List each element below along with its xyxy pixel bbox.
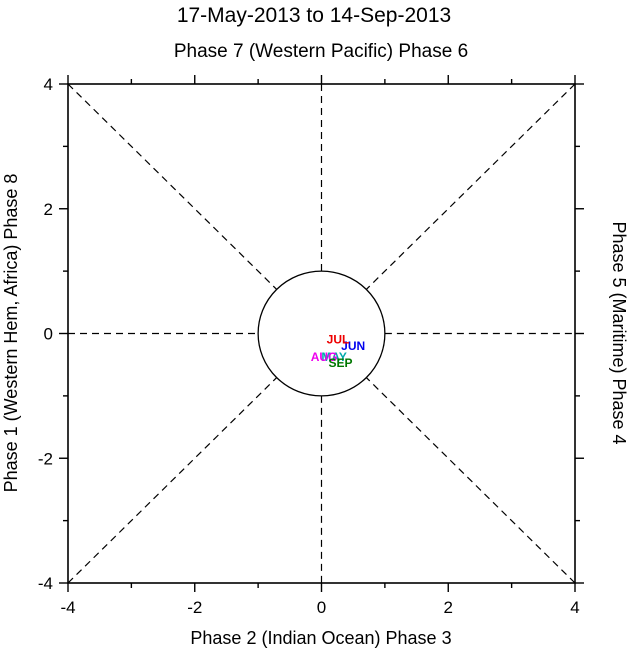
x-tick-label: 4 [570,598,579,617]
x-tick-label: 0 [317,598,326,617]
phase-guide-dashed-line [365,83,576,290]
left-axis-label: Phase 1 (Western Hem, Africa) Phase 8 [1,174,21,493]
y-tick-label: 2 [44,200,53,219]
month-label-may: MAY [321,350,347,364]
phase-guide-dashed-line [67,377,278,584]
phase-guide-dashed-line [67,83,278,290]
month-label-jun: JUN [341,339,365,353]
y-tick-label: -2 [38,449,53,468]
x-tick-label: -2 [187,598,202,617]
plot-title: 17-May-2013 to 14-Sep-2013 [177,4,451,27]
axes-layer: -4 -2 0 2 4 -4 -2 0 2 4 [38,75,584,617]
y-tick-label: 0 [44,325,53,344]
phase-guide-dashed-line [365,377,576,584]
phase-guides-layer [67,83,576,584]
x-tick-label: -4 [60,598,75,617]
x-tick-label: 2 [444,598,453,617]
y-tick-label: -4 [38,574,53,593]
y-tick-label: 4 [44,75,53,94]
month-label-jul: JUL [327,333,350,347]
right-axis-label: Phase 5 (Maritime) Phase 4 [609,221,628,444]
top-axis-label: Phase 7 (Western Pacific) Phase 6 [174,41,468,62]
bottom-axis-label: Phase 2 (Indian Ocean) Phase 3 [190,628,451,648]
unit-circle [257,270,386,397]
month-label-aug: AUG [311,350,338,364]
month-label-sep: SEP [329,356,353,370]
